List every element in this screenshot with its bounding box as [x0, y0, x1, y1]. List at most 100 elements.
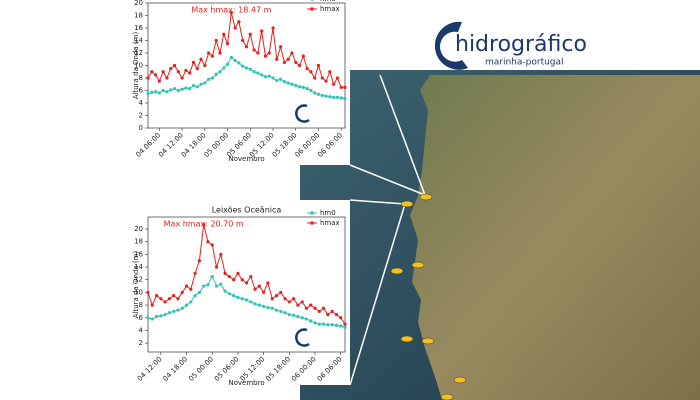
series-point: [263, 75, 268, 79]
series-point: [300, 316, 304, 320]
legend-label: hmax: [320, 219, 340, 227]
series-point: [313, 76, 317, 80]
series-point: [222, 66, 226, 70]
series-point: [248, 67, 252, 71]
series-point: [172, 293, 176, 298]
logo-mark: [434, 21, 468, 70]
series-point: [328, 70, 332, 74]
series-point: [339, 96, 343, 100]
series-point: [313, 91, 317, 95]
series-point: [232, 278, 236, 282]
series-point: [176, 88, 180, 93]
series-point: [339, 85, 343, 89]
series-point: [193, 293, 197, 298]
series-point: [339, 316, 343, 320]
series-point: [326, 323, 330, 327]
series-point: [207, 51, 211, 55]
series-point: [218, 70, 222, 74]
series-point: [176, 308, 180, 312]
series-point: [271, 76, 275, 80]
series-point: [330, 323, 334, 327]
series-point: [180, 87, 184, 91]
series-point: [309, 319, 313, 323]
series-point: [324, 94, 328, 98]
series-point: [292, 313, 296, 317]
buoy: [440, 393, 454, 400]
series-point: [225, 62, 230, 66]
series-point: [290, 82, 294, 86]
buoy: [400, 335, 414, 343]
buoy: [400, 200, 414, 208]
plot-frame: [147, 216, 346, 353]
series-point: [203, 81, 207, 85]
legend-marker: [310, 211, 314, 215]
connectors: [349, 74, 426, 386]
series-point: [335, 95, 340, 99]
series-point: [210, 243, 214, 247]
series-point: [157, 79, 161, 83]
series-point: [286, 81, 290, 85]
series-point: [240, 278, 244, 282]
y-tick-label: 6: [139, 87, 144, 95]
y-tick-label: 2: [139, 112, 143, 120]
series-point: [339, 324, 343, 328]
y-tick-label: 8: [139, 301, 143, 309]
series-point: [287, 300, 291, 304]
series-point: [320, 76, 324, 80]
series-point: [237, 20, 241, 24]
y-tick-label: 2: [139, 339, 143, 347]
series-point: [304, 306, 309, 310]
series-point: [294, 83, 298, 88]
y-tick-label: 6: [139, 314, 144, 322]
series-point: [150, 70, 154, 74]
series-point: [222, 32, 226, 36]
series-point: [227, 292, 231, 296]
y-tick-label: 14: [134, 263, 143, 271]
x-axis-label: Novembro: [228, 155, 264, 163]
watermark: [295, 328, 310, 347]
series-point: [278, 77, 283, 81]
series-point: [223, 271, 227, 276]
series-point: [161, 88, 165, 93]
legend-label: hm0: [320, 0, 336, 3]
series-point: [275, 57, 279, 61]
series-point: [244, 298, 249, 302]
series-point: [184, 68, 188, 73]
series-point: [301, 54, 305, 58]
chart-panel: [130, 200, 350, 385]
map-land: [410, 75, 700, 400]
series-point: [154, 314, 159, 319]
y-tick-label: 0: [139, 124, 143, 132]
buoys: [390, 193, 467, 400]
series-point: [309, 70, 313, 74]
series-point: [321, 322, 326, 326]
logo-tagline: marinha-portugal: [485, 58, 564, 68]
y-tick-label: 10: [134, 288, 143, 296]
series-point: [165, 76, 169, 80]
y-tick-label: 10: [134, 62, 143, 70]
series-point: [324, 79, 328, 83]
series-point: [296, 314, 300, 319]
series-point: [316, 63, 321, 68]
logo: hidrográfico marinha-portugal: [434, 21, 587, 70]
series-point: [256, 51, 260, 55]
series-point: [202, 223, 206, 227]
y-tick-label: 20: [134, 225, 143, 233]
series-point: [343, 97, 347, 101]
series-point: [206, 240, 210, 244]
series-point: [197, 290, 201, 295]
buoy: [411, 261, 425, 269]
series-point: [252, 48, 256, 52]
series-point: [172, 309, 176, 314]
series-point: [274, 308, 279, 312]
series-point: [300, 300, 304, 304]
series-point: [313, 321, 317, 325]
series-point: [332, 82, 336, 86]
series-point: [214, 72, 218, 76]
series-point: [320, 93, 324, 98]
series-point: [203, 63, 207, 68]
series-point: [195, 85, 199, 89]
connector: [379, 74, 426, 196]
series-point: [189, 300, 193, 304]
